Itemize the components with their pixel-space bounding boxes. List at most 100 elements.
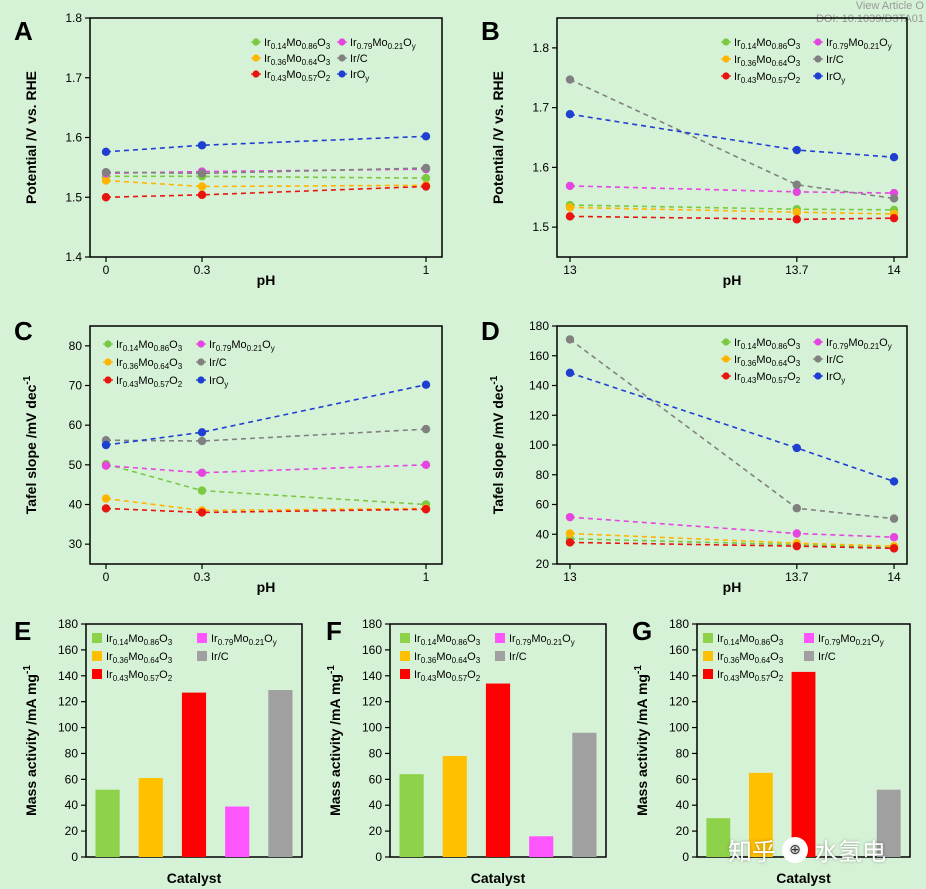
- legend-label-Ir43-part: Ir: [264, 69, 271, 81]
- bar-IrC: [572, 732, 597, 857]
- legend-swatch-Ir43: [92, 669, 102, 679]
- legend-label-Ir79-part: 0.21: [864, 342, 880, 351]
- legend-label-Ir14-part: 0.14: [724, 638, 740, 647]
- legend-label-Ir14: Ir0.14Mo0.86O3: [116, 339, 183, 353]
- legend-label-Ir79-part: Ir: [826, 37, 833, 49]
- data-point-IrC: [792, 504, 802, 513]
- legend-label-IrOy-part: y: [224, 380, 228, 389]
- series-line-IrC: [105, 428, 427, 442]
- data-point-IrC: [101, 167, 111, 177]
- legend-label-Ir43: Ir0.43Mo0.57O2: [734, 371, 801, 385]
- legend-label-Ir43-part: Ir: [106, 669, 113, 681]
- legend-label-Ir79-part: O: [403, 37, 412, 49]
- y-axis-label-sup: -1: [489, 375, 500, 384]
- view-article-link[interactable]: View Article O: [855, 0, 924, 12]
- legend-label-Ir14-part: O: [787, 37, 796, 49]
- panel-label: F: [326, 616, 342, 646]
- legend-label-Ir36-part: Ir: [414, 651, 421, 663]
- legend-label-Ir43-part: 0.43: [741, 376, 757, 385]
- y-axis-label: Mass activity /mA mg-1: [633, 665, 650, 816]
- legend-label-Ir36-part: Mo: [286, 53, 301, 65]
- legend-label-Ir14-part: Mo: [756, 37, 771, 49]
- legend-label-Ir36-part: 0.36: [741, 59, 757, 68]
- legend-swatch-IrC: [495, 651, 505, 661]
- panel-D: D 20 40 60 80 100 120 140 160 180 Tafel slope /mV …: [481, 316, 908, 595]
- legend-label-Ir36-part: Ir: [116, 357, 123, 369]
- legend-label-Ir14-part: Ir: [717, 633, 724, 645]
- legend-label-Ir79-part: Mo: [848, 337, 863, 349]
- legend-label-Ir79-part: Ir: [509, 633, 516, 645]
- data-point-IrC: [889, 194, 899, 203]
- legend-label-Ir14-part: Ir: [264, 37, 271, 49]
- x-axis-label: pH: [723, 272, 742, 288]
- legend-label-Ir43-part: Ir: [414, 669, 421, 681]
- legend-label-IrC: Ir/C: [509, 651, 527, 663]
- legend-label-Ir79: Ir0.79Mo0.21Oy: [211, 633, 277, 647]
- legend-label-Ir14-part: 0.14: [741, 42, 757, 51]
- legend-label-Ir36-part: O: [787, 54, 796, 66]
- legend-label-Ir43-part: Mo: [138, 375, 153, 387]
- y-tick-label: 40: [369, 798, 383, 812]
- x-tick-label: 1: [423, 263, 430, 277]
- legend-label-Ir36-part: 3: [178, 362, 183, 371]
- legend-label-Ir79-part: O: [879, 37, 888, 49]
- data-point-Ir79: [197, 468, 207, 477]
- legend-label-Ir14-part: 0.86: [772, 342, 788, 351]
- legend-label-Ir79-part: 0.21: [864, 42, 880, 51]
- doi-text: DOI: 10.1039/D3TA01: [815, 13, 924, 25]
- bar-IrC: [876, 789, 901, 857]
- y-tick-label: 80: [536, 468, 550, 482]
- legend-label-Ir79-part: Mo: [531, 633, 546, 645]
- legend-label-Ir14-part: Ir: [734, 37, 741, 49]
- bar-Ir43: [485, 683, 511, 857]
- legend-label-Ir79-part: Ir: [350, 37, 357, 49]
- legend-label-Ir79-part: 0.79: [218, 638, 234, 647]
- legend-label-Ir36-part: 0.64: [452, 656, 468, 665]
- x-tick-label: 13.7: [785, 263, 809, 277]
- y-tick-label: 120: [58, 695, 78, 709]
- data-point-Ir43: [101, 193, 111, 202]
- y-tick-label: 1.7: [532, 101, 549, 115]
- y-axis-label-sup: -1: [326, 665, 337, 674]
- x-tick-label: 14: [887, 570, 901, 584]
- legend-label-Ir14-part: 3: [476, 638, 481, 647]
- legend-label-Ir43: Ir0.43Mo0.57O2: [414, 669, 481, 683]
- legend-label-Ir14-part: O: [169, 339, 178, 351]
- y-tick-label: 140: [58, 669, 78, 683]
- legend-label-Ir36-part: 0.36: [123, 362, 139, 371]
- legend-label-Ir79: Ir0.79Mo0.21Oy: [209, 339, 275, 353]
- legend-label-Ir43-part: Mo: [739, 669, 754, 681]
- legend-label-Ir14-part: O: [770, 633, 779, 645]
- legend-label-Ir43-part: 2: [779, 674, 784, 683]
- x-tick-label: 13.7: [785, 570, 809, 584]
- y-tick-label: 120: [362, 695, 382, 709]
- legend-label-Ir14-part: 3: [326, 42, 331, 51]
- legend-label-Ir79-part: 0.21: [249, 638, 265, 647]
- legend-label-IrC: Ir/C: [211, 651, 229, 663]
- legend-label-Ir79-part: 0.21: [856, 638, 872, 647]
- y-tick-label: 50: [69, 458, 83, 472]
- legend-label-Ir79-part: y: [273, 638, 277, 647]
- y-tick-label: 160: [529, 349, 549, 363]
- legend-label-Ir14: Ir0.14Mo0.86O3: [717, 633, 784, 647]
- legend-label-Ir79-part: 0.79: [825, 638, 841, 647]
- y-tick-label: 40: [65, 798, 79, 812]
- legend-label-Ir79-part: y: [880, 638, 884, 647]
- legend-label-Ir14-part: 0.14: [271, 42, 287, 51]
- watermark-logo-icon: ⊕: [782, 836, 808, 863]
- legend-label-Ir14-part: 0.86: [302, 42, 318, 51]
- legend-label-Ir36-part: Mo: [138, 357, 153, 369]
- y-tick-label: 160: [362, 643, 382, 657]
- x-tick-label: 0: [103, 570, 110, 584]
- y-tick-label: 1.6: [65, 131, 82, 145]
- plot-frame: [556, 17, 908, 258]
- legend-label-Ir14-part: 0.86: [144, 638, 160, 647]
- data-point-IrOy: [197, 141, 207, 150]
- legend-label-Ir43-part: Mo: [756, 71, 771, 83]
- x-axis-label: pH: [257, 579, 276, 595]
- y-tick-label: 80: [69, 339, 83, 353]
- legend-label-Ir14-part: 3: [168, 638, 173, 647]
- x-tick-label: 0.3: [194, 570, 211, 584]
- legend-label-Ir14-part: Ir: [106, 633, 113, 645]
